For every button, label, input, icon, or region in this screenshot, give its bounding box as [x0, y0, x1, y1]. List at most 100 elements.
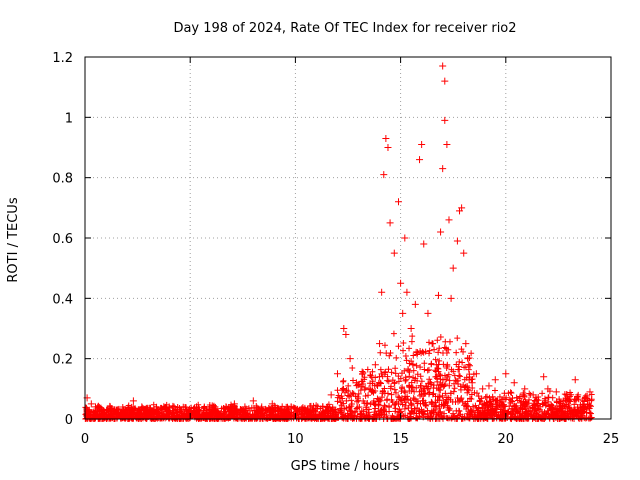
data-point — [485, 382, 493, 390]
noise-point — [399, 401, 406, 408]
noise-point — [257, 411, 264, 418]
noise-point — [279, 403, 286, 410]
noise-point — [283, 410, 290, 417]
noise-point — [220, 412, 227, 419]
x-tick-label: 0 — [81, 432, 89, 447]
noise-point — [465, 361, 472, 368]
data-point — [327, 391, 335, 399]
noise-point — [467, 395, 474, 402]
noise-point — [247, 408, 254, 415]
noise-point — [128, 406, 135, 413]
noise-point — [498, 398, 505, 405]
noise-point — [386, 402, 393, 409]
data-point — [403, 288, 411, 296]
noise-point — [182, 404, 189, 411]
noise-point — [436, 345, 443, 352]
noise-point — [356, 403, 363, 410]
noise-point — [436, 357, 443, 364]
data-point — [342, 331, 350, 339]
noise-point — [384, 390, 391, 397]
noise-point — [213, 407, 220, 414]
noise-point — [472, 409, 479, 416]
data-point — [447, 294, 455, 302]
noise-point — [398, 397, 405, 404]
data-point — [420, 240, 428, 248]
data-point — [540, 373, 548, 381]
noise-point — [357, 410, 364, 417]
noise-point — [425, 366, 432, 373]
noise-point — [424, 407, 431, 414]
data-point — [437, 228, 445, 236]
noise-point — [412, 375, 419, 382]
x-tick-label: 20 — [498, 432, 515, 447]
noise-point — [405, 365, 412, 372]
noise-point — [453, 349, 460, 356]
noise-point — [362, 384, 369, 391]
noise-point — [395, 393, 402, 400]
noise-point — [438, 401, 445, 408]
data-point — [258, 403, 266, 411]
noise-point — [181, 411, 188, 418]
noise-point — [441, 344, 448, 351]
noise-point — [430, 410, 437, 417]
noise-point — [317, 411, 324, 418]
noise-point — [388, 369, 395, 376]
data-point — [165, 403, 173, 411]
noise-point — [402, 352, 409, 359]
noise-point — [413, 362, 420, 369]
noise-point — [406, 368, 413, 375]
noise-point — [352, 393, 359, 400]
noise-point — [350, 415, 357, 422]
noise-point — [358, 411, 365, 418]
noise-point — [343, 397, 350, 404]
noise-point — [538, 408, 545, 415]
data-point — [376, 340, 384, 348]
noise-point — [377, 366, 384, 373]
noise-point — [583, 414, 590, 421]
noise-point — [180, 412, 187, 419]
data-point — [418, 140, 426, 148]
noise-point — [349, 365, 356, 372]
noise-point — [451, 372, 458, 379]
noise-point — [253, 414, 260, 421]
noise-point — [413, 348, 420, 355]
noise-point — [446, 377, 453, 384]
noise-point — [381, 371, 388, 378]
noise-point — [358, 383, 365, 390]
noise-point — [240, 409, 247, 416]
noise-point — [408, 400, 415, 407]
noise-point — [400, 347, 407, 354]
noise-point — [263, 406, 270, 413]
noise-point — [190, 407, 197, 414]
noise-point — [422, 411, 429, 418]
noise-point — [191, 409, 198, 416]
noise-point — [393, 354, 400, 361]
noise-point — [334, 398, 341, 405]
data-point — [287, 403, 295, 411]
noise-point — [340, 411, 347, 418]
noise-point — [457, 373, 464, 380]
data-point — [106, 403, 114, 411]
noise-point — [489, 403, 496, 410]
noise-point — [477, 398, 484, 405]
data-point — [298, 406, 306, 414]
data-point — [563, 391, 571, 399]
noise-point — [546, 403, 553, 410]
noise-point — [443, 364, 450, 371]
noise-point — [337, 399, 344, 406]
noise-point — [533, 410, 540, 417]
noise-point — [254, 415, 261, 422]
noise-point — [405, 404, 412, 411]
noise-point — [377, 349, 384, 356]
noise-point — [383, 350, 390, 357]
noise-point — [388, 391, 395, 398]
noise-point — [463, 374, 470, 381]
data-point — [571, 376, 579, 384]
noise-point — [349, 390, 356, 397]
noise-point — [443, 394, 450, 401]
data-point — [146, 406, 154, 414]
noise-point — [117, 414, 124, 421]
noise-point — [553, 398, 560, 405]
noise-point — [400, 413, 407, 420]
noise-point — [451, 385, 458, 392]
